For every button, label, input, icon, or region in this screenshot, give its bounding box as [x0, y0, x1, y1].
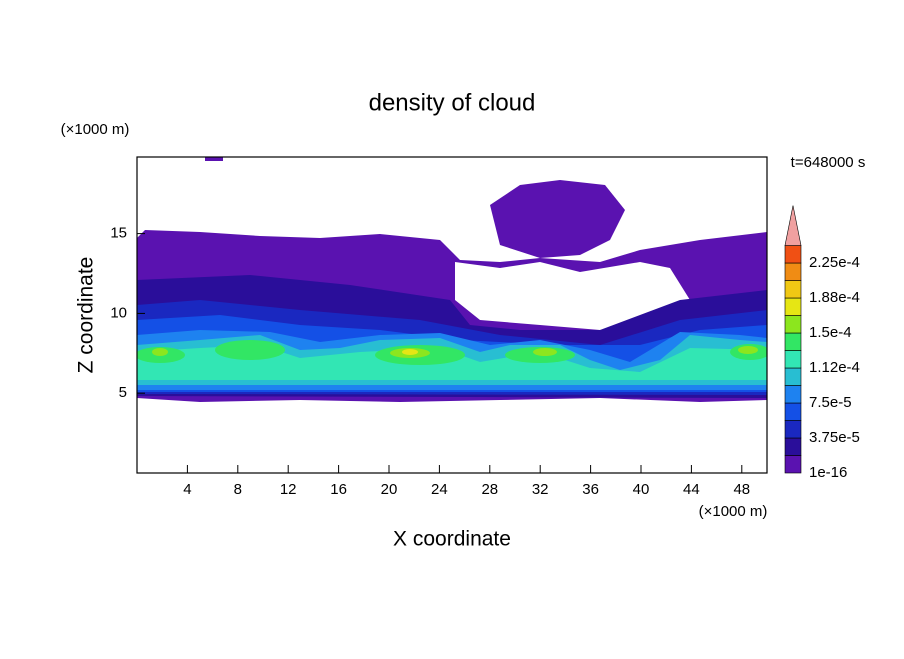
y-tick-label: 15 [110, 225, 127, 242]
plot-frame [136, 156, 768, 474]
x-tick-label: 8 [234, 481, 242, 498]
colorbar-box [784, 402, 802, 421]
colorbar-box [784, 437, 802, 456]
colorbar-box [784, 420, 802, 439]
x-tick-label: 40 [633, 481, 650, 498]
time-annotation: t=648000 s [791, 154, 866, 171]
y-axis-title: Z coordinate [75, 257, 98, 374]
contour-region [137, 345, 767, 380]
x-axis-title: X coordinate [393, 528, 511, 551]
contour-field [137, 157, 767, 402]
colorbar-box [784, 332, 802, 351]
colorbar-box [784, 315, 802, 334]
colorbar-box [784, 245, 802, 264]
x-tick-label: 4 [183, 481, 191, 498]
colorbar-label: 1.12e-4 [809, 359, 860, 376]
colorbar-label: 1e-16 [809, 464, 847, 481]
x-tick-label: 48 [733, 481, 750, 498]
colorbar-box [784, 262, 802, 281]
colorbar-extension [784, 205, 802, 246]
colorbar-box [784, 350, 802, 369]
x-unit: (×1000 m) [699, 503, 768, 520]
colorbar-box [784, 385, 802, 404]
y-unit: (×1000 m) [61, 121, 130, 138]
contour-region [490, 180, 625, 258]
colorbar-box [784, 297, 802, 316]
colorbar-label: 3.75e-5 [809, 429, 860, 446]
colorbar-box [784, 280, 802, 299]
colorbar-label: 2.25e-4 [809, 254, 860, 271]
x-tick-label: 28 [481, 481, 498, 498]
colorbar-label: 7.5e-5 [809, 394, 852, 411]
colorbar-label: 1.88e-4 [809, 289, 860, 306]
x-tick-label: 16 [330, 481, 347, 498]
contour-region [215, 340, 285, 360]
contour-region [152, 348, 168, 356]
y-tick-label: 10 [110, 304, 127, 321]
x-tick-label: 24 [431, 481, 448, 498]
x-tick-label: 44 [683, 481, 700, 498]
colorbar-box [784, 367, 802, 386]
contour-region [533, 348, 557, 356]
contour-region [402, 349, 418, 355]
y-tick-label: 5 [119, 384, 127, 401]
cloud-gap [455, 262, 690, 330]
x-tick-label: 12 [280, 481, 297, 498]
colorbar-box [784, 455, 802, 474]
contour-region [738, 346, 758, 354]
x-tick-label: 36 [582, 481, 599, 498]
contour-region [205, 157, 223, 161]
x-tick-label: 20 [381, 481, 398, 498]
x-tick-label: 32 [532, 481, 549, 498]
chart-title: density of cloud [369, 89, 536, 116]
colorbar-label: 1.5e-4 [809, 324, 852, 341]
